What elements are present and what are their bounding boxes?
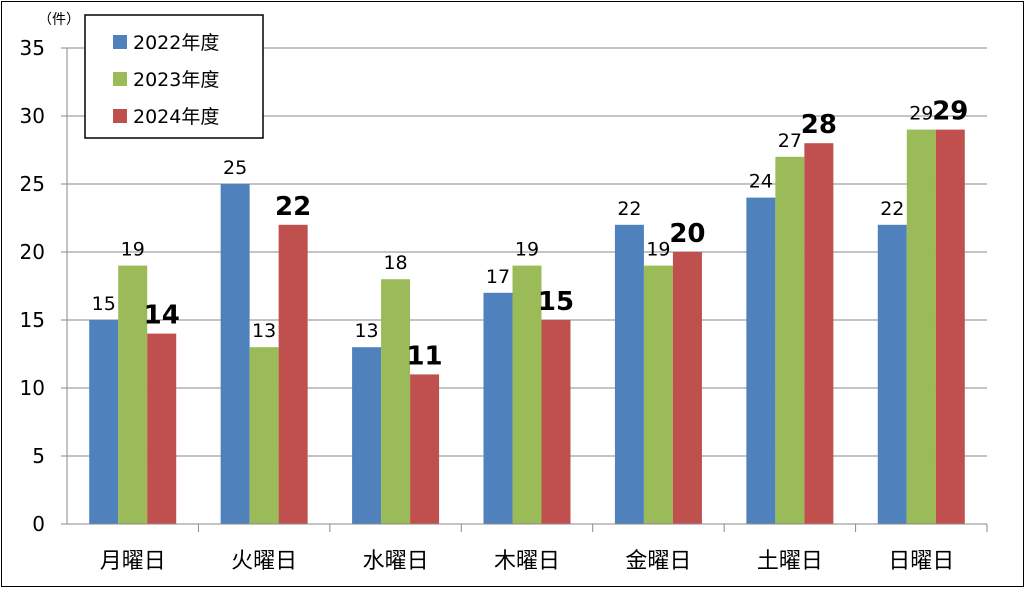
y-tick-label: 25 [20,172,45,196]
data-label: 22 [275,192,311,222]
bar [249,347,279,524]
bar [352,347,382,524]
data-label: 14 [144,301,180,331]
x-tick-label: 金曜日 [625,549,691,574]
data-label: 27 [778,130,802,152]
legend-label: 2023年度 [133,69,219,91]
data-label: 22 [880,198,904,220]
legend-swatch [113,35,127,49]
data-labels: 1519142513221318111719152219202427282229… [92,97,969,372]
y-tick-label: 0 [32,512,45,536]
bar [804,143,834,524]
bar [643,265,673,524]
bar [118,265,148,524]
bar [381,279,411,524]
bars [89,129,965,525]
x-tick-label: 土曜日 [757,549,823,574]
bar [614,224,644,525]
bar [147,333,177,524]
legend-swatch [113,109,127,123]
y-tick-label: 35 [20,36,45,60]
bar [89,320,119,524]
x-tick-label: 水曜日 [363,549,429,574]
bar [278,224,308,525]
data-label: 24 [749,171,773,193]
bar [541,320,571,524]
x-tick-label: 木曜日 [494,549,560,574]
data-label: 25 [223,157,247,179]
legend-label: 2022年度 [133,32,219,54]
bar [775,156,805,525]
bar [906,129,936,524]
bar [877,224,907,525]
y-axis-ticks: 0 5 10 15 20 25 30 35 [20,36,67,536]
x-tick-label: 火曜日 [231,549,297,574]
data-label: 13 [354,320,378,342]
bar [220,184,250,524]
y-tick-label: 30 [20,104,45,128]
data-label: 19 [515,239,539,261]
legend-swatch [113,72,127,86]
bar [672,252,702,524]
bar [746,197,776,524]
data-label: 15 [92,293,116,315]
data-label: 13 [252,320,276,342]
data-label: 29 [909,103,933,125]
axes [66,48,987,525]
x-tick-label: 日曜日 [888,549,954,574]
data-label: 28 [801,110,837,140]
bar [483,292,513,524]
bar [410,374,440,524]
y-unit-label: （件） [38,12,80,28]
data-label: 17 [486,266,510,288]
y-tick-label: 10 [20,376,45,400]
data-label: 15 [538,287,574,317]
y-tick-label: 15 [20,308,45,332]
x-tick-label: 月曜日 [100,549,166,574]
data-label: 19 [121,239,145,261]
data-label: 18 [383,252,407,274]
data-label: 19 [646,239,670,261]
data-label: 22 [617,198,641,220]
data-label: 20 [669,219,705,249]
data-label: 29 [932,97,968,127]
x-axis-ticks: 月曜日 火曜日 水曜日 木曜日 金曜日 土曜日 日曜日 [100,524,988,574]
y-tick-label: 5 [32,444,45,468]
y-tick-label: 20 [20,240,45,264]
legend: 2022年度 2023年度 2024年度 [84,14,264,139]
legend-label: 2024年度 [133,106,219,128]
bar [512,265,542,524]
data-label: 11 [406,341,442,371]
bar [935,129,965,524]
